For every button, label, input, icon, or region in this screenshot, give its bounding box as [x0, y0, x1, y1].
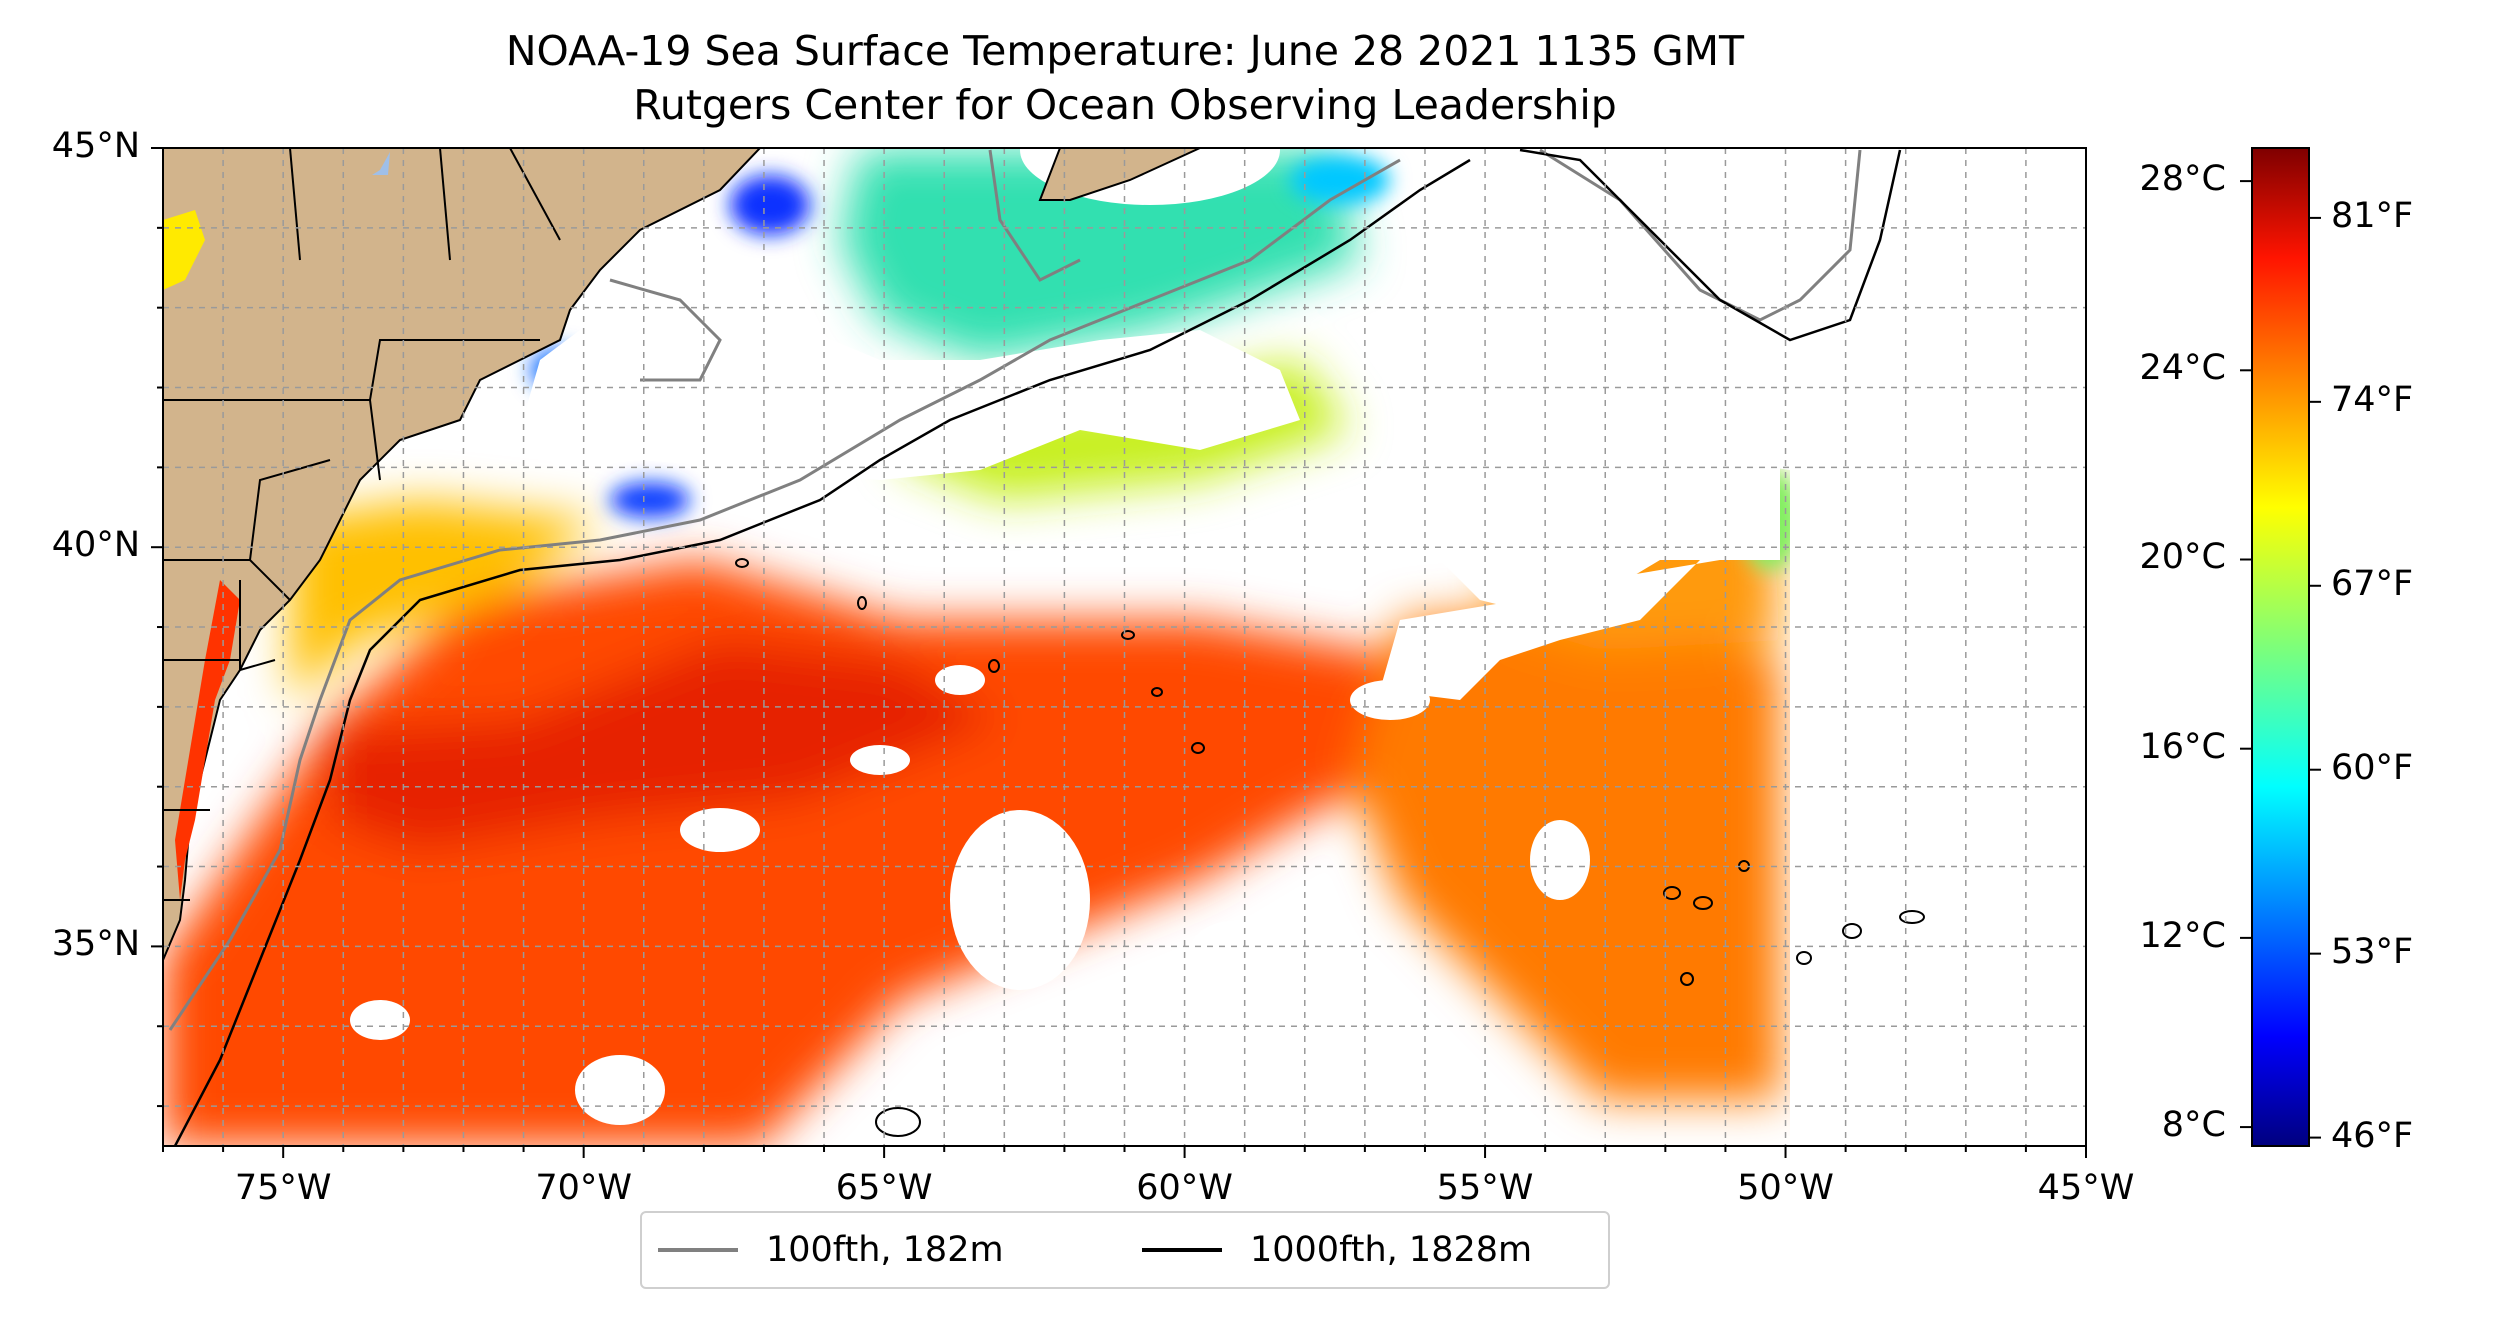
lon-tick-label: 60°W: [1136, 1168, 1233, 1208]
lon-tick-label: 65°W: [835, 1168, 933, 1208]
map-ticks: [151, 147, 2087, 1158]
sst-cold-patch-1: [730, 175, 810, 235]
celsius-tick-label: 8°C: [2161, 1105, 2226, 1146]
lat-tick-label: 40°N: [51, 525, 140, 566]
colorbar-gradient: [2251, 147, 2310, 1147]
lat-tick-label: 45°N: [51, 126, 140, 166]
sst-cold-patch-3: [1290, 155, 1390, 205]
legend-swatch-100fth: [658, 1248, 738, 1252]
legend-swatch-1000fth: [1142, 1248, 1222, 1252]
lat-tick-label: 35°N: [51, 924, 140, 965]
fahrenheit-tick-label: 53°F: [2331, 931, 2414, 972]
celsius-tick-label: 24°C: [2139, 348, 2226, 389]
celsius-tick-label: 12°C: [2139, 915, 2226, 956]
state-borders: [163, 148, 561, 901]
fahrenheit-tick-label: 46°F: [2331, 1115, 2414, 1156]
fahrenheit-tick-label: 60°F: [2331, 747, 2414, 788]
fahrenheit-tick-label: 67°F: [2331, 563, 2414, 604]
isobath-100fth: [168, 148, 1862, 1031]
lon-tick-label: 70°W: [535, 1168, 632, 1208]
great-lakes-warm: [163, 210, 205, 290]
fahrenheit-tick-label: 74°F: [2331, 379, 2414, 420]
legend: 100fth, 182m 1000fth, 1828m: [640, 1211, 1610, 1289]
colorbar-ticks: [2240, 180, 2321, 1139]
figure-subtitle: Rutgers Center for Ocean Observing Leade…: [633, 81, 1617, 129]
celsius-tick-label: 16°C: [2139, 726, 2226, 767]
map-gridlines: [163, 148, 2086, 1146]
sst-gulf-stream: [330, 640, 1000, 850]
fahrenheit-tick-label: 81°F: [2331, 195, 2414, 236]
legend-label-1000fth: 1000fth, 1828m: [1250, 1230, 1533, 1270]
lon-tick-label: 50°W: [1737, 1168, 1834, 1208]
celsius-tick-label: 20°C: [2139, 537, 2226, 578]
sst-warm-core: [163, 560, 1500, 1146]
legend-item-1000fth: 1000fth, 1828m: [1142, 1228, 1532, 1272]
legend-item-100fth: 100fth, 182m: [658, 1228, 1004, 1272]
lon-tick-label: 55°W: [1436, 1168, 1534, 1208]
lon-tick-label: 45°W: [2037, 1168, 2135, 1208]
sst-cold-patch-2: [610, 482, 690, 518]
lon-tick-label: 75°W: [234, 1168, 332, 1208]
celsius-tick-label: 28°C: [2139, 159, 2226, 200]
figure-title: NOAA-19 Sea Surface Temperature: June 28…: [505, 27, 1745, 75]
legend-label-100fth: 100fth, 182m: [766, 1230, 1004, 1270]
cloud-mask: [350, 148, 2086, 1146]
sst-shelf-warm: [290, 500, 600, 700]
